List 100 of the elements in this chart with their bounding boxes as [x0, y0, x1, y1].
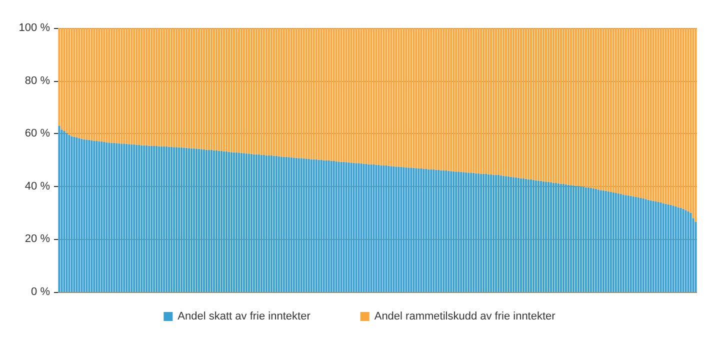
bar [70, 28, 73, 136]
bar [482, 174, 485, 292]
bar [78, 138, 80, 292]
bar [540, 180, 542, 292]
bar [300, 28, 302, 158]
bar [63, 130, 66, 292]
bar [193, 148, 196, 292]
bar [123, 28, 126, 144]
bar [335, 28, 338, 162]
bar [624, 28, 627, 196]
bar [634, 196, 637, 292]
bar [183, 28, 186, 148]
bar [642, 198, 644, 292]
bar [660, 202, 662, 292]
bar [188, 28, 190, 148]
bar [126, 28, 128, 144]
bar [498, 28, 500, 176]
bar [584, 187, 587, 292]
bar [160, 28, 163, 146]
bar [405, 167, 408, 292]
bar [580, 28, 582, 186]
bar [508, 28, 510, 176]
bar [198, 148, 200, 292]
bar [255, 154, 258, 292]
bar [412, 168, 415, 292]
bar [587, 187, 590, 292]
bar [300, 158, 302, 292]
bar [602, 190, 604, 292]
bar [560, 28, 562, 184]
bar [478, 28, 480, 174]
bar [298, 28, 300, 158]
bar [607, 191, 610, 292]
bar [664, 204, 667, 292]
bar [108, 28, 110, 143]
bar [160, 146, 163, 292]
bar [537, 180, 540, 292]
bar [360, 28, 362, 164]
bar [465, 172, 468, 292]
bar [398, 28, 400, 167]
bar [690, 212, 692, 292]
bar [120, 28, 123, 144]
bar [600, 190, 602, 292]
bar [200, 28, 203, 150]
bar [395, 166, 398, 292]
bar [680, 208, 682, 292]
bar [557, 28, 560, 184]
bar [362, 164, 365, 292]
bar [637, 28, 640, 198]
bar [577, 186, 580, 292]
bar [380, 165, 382, 292]
bar [148, 28, 150, 146]
bar [228, 152, 230, 292]
bar [235, 28, 238, 152]
bar [186, 28, 188, 148]
bar [602, 28, 604, 190]
bar [73, 28, 76, 137]
bar [442, 28, 445, 171]
bar [438, 28, 440, 170]
bar [590, 188, 592, 292]
bar [375, 164, 378, 292]
bar [225, 152, 228, 292]
bar [292, 158, 295, 292]
bar [552, 182, 554, 292]
bar [520, 28, 522, 178]
bar [492, 174, 495, 292]
bar [587, 28, 590, 188]
bar [572, 28, 574, 186]
bar [475, 173, 478, 292]
bar [228, 28, 230, 152]
bar [138, 28, 140, 145]
bar [440, 28, 442, 170]
bar [328, 160, 330, 292]
bar [238, 28, 240, 153]
bar [163, 28, 166, 147]
bar [400, 166, 402, 292]
bar [530, 180, 532, 292]
bar [60, 28, 63, 130]
bar [150, 28, 153, 146]
bar [674, 28, 677, 206]
bar [130, 144, 133, 292]
bar [380, 28, 382, 166]
bar [166, 28, 168, 147]
bar [365, 28, 368, 164]
bar [395, 28, 398, 167]
bar [677, 207, 680, 292]
bar [133, 28, 136, 144]
bar [98, 141, 100, 292]
bar [495, 174, 498, 292]
bar [335, 161, 338, 292]
bar [488, 174, 490, 292]
bar [562, 184, 564, 292]
bar [654, 28, 657, 202]
bar [694, 28, 697, 222]
bar [265, 28, 268, 156]
bar [302, 158, 305, 292]
y-tick-label: 60 % [24, 128, 50, 140]
bar [86, 28, 88, 140]
bar [620, 28, 622, 194]
bar [662, 28, 664, 204]
bar [485, 174, 488, 292]
